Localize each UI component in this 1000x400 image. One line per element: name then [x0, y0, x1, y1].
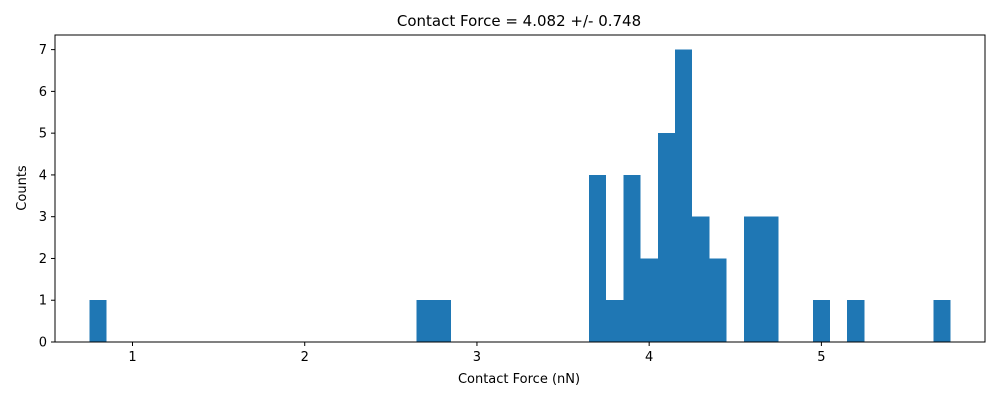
histogram-bar-6 [640, 258, 658, 342]
histogram-bar-1 [416, 300, 434, 342]
y-tick-label: 7 [39, 43, 47, 58]
bars-group [89, 49, 951, 343]
y-tick-label: 4 [39, 168, 47, 183]
histogram-bar-14 [847, 300, 865, 342]
histogram-bar-13 [812, 300, 830, 342]
y-axis-title: Counts [15, 165, 30, 211]
x-tick-label: 4 [645, 350, 653, 365]
y-tick-label: 5 [39, 127, 47, 142]
y-tick-label: 6 [39, 85, 47, 100]
x-tick-label: 1 [128, 350, 136, 365]
histogram-bar-15 [933, 300, 951, 342]
histogram-bar-4 [606, 300, 624, 342]
histogram-bar-9 [692, 216, 710, 342]
y-tick-label: 3 [39, 210, 47, 225]
x-tick-label: 3 [473, 350, 481, 365]
chart-title: Contact Force = 4.082 +/- 0.748 [397, 12, 641, 30]
y-tick-label: 0 [39, 336, 47, 351]
histogram-bar-10 [709, 258, 727, 342]
y-tick-label: 2 [39, 252, 47, 267]
histogram-bar-3 [588, 174, 607, 342]
x-tick-label: 2 [301, 350, 309, 365]
y-axis: 0 1 2 3 4 5 6 7 [39, 43, 55, 351]
histogram-bar-11 [743, 216, 762, 342]
histogram-bar-5 [623, 174, 641, 342]
histogram-bar-7 [657, 133, 675, 342]
x-tick-label: 5 [817, 350, 825, 365]
x-axis-title: Contact Force (nN) [458, 372, 580, 387]
histogram-bar-0 [89, 300, 107, 342]
histogram-bar-8 [675, 49, 693, 343]
x-axis: 1 2 3 4 5 [128, 342, 826, 365]
plot-frame [54, 34, 986, 343]
histogram-bar-12 [761, 216, 779, 342]
y-tick-label: 1 [39, 294, 47, 309]
histogram-bar-2 [433, 300, 452, 342]
